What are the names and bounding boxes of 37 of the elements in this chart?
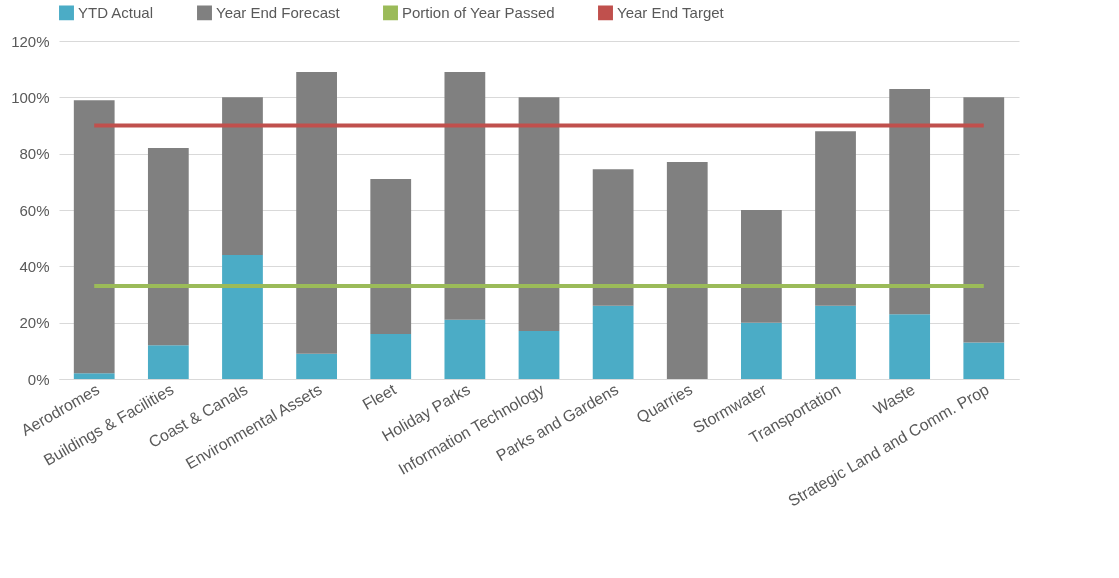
bar (370, 333, 412, 379)
legend-label: Year End Target (617, 3, 725, 21)
bar (889, 314, 931, 379)
y-tick-label: 120% (11, 32, 50, 50)
y-tick-label: 60% (19, 201, 50, 219)
bar (444, 319, 486, 379)
bar (296, 353, 337, 379)
legend-label: Year End Forecast (216, 3, 341, 21)
bar (741, 322, 782, 379)
legend-label: YTD Actual (78, 3, 154, 21)
bar (222, 97, 263, 256)
bar (666, 162, 708, 379)
bar (73, 100, 115, 374)
bar (592, 169, 634, 306)
bar (963, 97, 1005, 343)
bar (296, 71, 337, 354)
bar (889, 88, 931, 315)
bar (147, 345, 189, 379)
bar (741, 210, 782, 323)
y-tick-label: 20% (19, 314, 50, 332)
bar (370, 179, 412, 334)
bar (592, 305, 634, 379)
bar (815, 305, 856, 379)
bar (815, 131, 856, 306)
bar (222, 255, 263, 379)
bar (518, 97, 560, 332)
x-tick-label: Fleet (359, 380, 400, 414)
y-tick-label: 80% (19, 145, 50, 163)
bar (147, 148, 189, 346)
y-tick-label: 100% (11, 88, 50, 106)
y-tick-label: 0% (27, 370, 50, 388)
legend-label: Portion of Year Passed (402, 3, 555, 21)
y-tick-label: 40% (19, 257, 50, 275)
bar (963, 342, 1005, 379)
bar (73, 373, 115, 379)
bar (444, 71, 486, 320)
bar (518, 331, 560, 379)
